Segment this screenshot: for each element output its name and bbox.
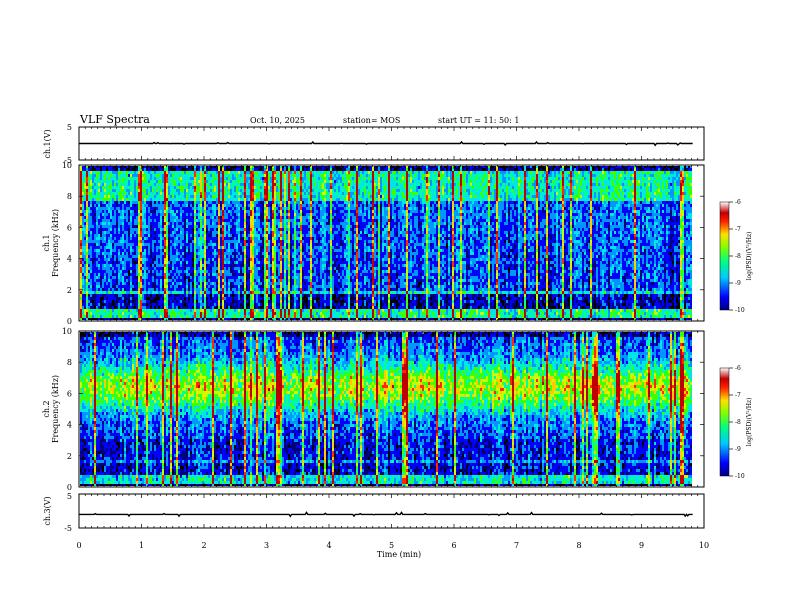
x-axis-label: Time (min) [377, 550, 421, 559]
ch1-colorbar-scale [719, 201, 730, 311]
ch2-colorbar-tick-label: -7 [735, 392, 741, 399]
ch3-waveform-panel: 5 -5 ch.3(V) [43, 492, 705, 533]
ch3-waveform-trace [79, 511, 693, 518]
x-tick-label: 6 [451, 541, 456, 550]
ch2-colorbar-tick-label: -8 [735, 419, 741, 426]
ch1-colorbar: -6 -7 -8 -9 -10 log(PSD)(V²/Hz) [719, 199, 753, 314]
ch1-waveform-ylabel: ch.1(V) [43, 129, 52, 158]
ch1-colorbar-tick-label: -7 [735, 226, 741, 233]
ch2-spectrogram-ytick-label: 6 [67, 389, 72, 398]
figure-title: VLF Spectra [79, 113, 150, 126]
ch3-waveform-ylabel: ch.3(V) [43, 496, 52, 525]
start-time-label: start UT = 11: 50: 1 [438, 116, 519, 125]
ch2-colorbar-tick-label: -9 [735, 446, 741, 453]
ch2-spectrogram-ytick-label: 8 [67, 358, 72, 367]
ch2-spec-ylabel-frequency: Frequency (kHz) [51, 375, 60, 443]
x-tick-label: 7 [514, 541, 519, 550]
x-tick-label: 3 [264, 541, 269, 550]
ch1-spec-ylabel-frequency: Frequency (kHz) [51, 209, 60, 277]
x-tick-label: 9 [639, 541, 644, 550]
ch2-spectrogram-ytick-label: 2 [67, 452, 72, 461]
x-tick-label: 10 [699, 541, 709, 550]
x-tick-label: 1 [139, 541, 144, 550]
ch3-waveform-frame [78, 493, 705, 529]
ch1-colorbar-tick-label: -10 [735, 307, 745, 314]
ch3-ytick-bottom: -5 [64, 524, 72, 533]
ch1-spectrogram-ytick-label: 0 [67, 317, 72, 326]
ch2-colorbar-label: log(PSD)(V²/Hz) [746, 398, 753, 447]
ch2-colorbar-tick-label: -10 [735, 473, 745, 480]
ch1-spectrogram-ytick-label: 4 [67, 255, 72, 264]
x-tick-labels: 0 1 2 3 4 5 6 7 8 9 10 [76, 541, 709, 550]
ch1-spectrogram-ytick-label: 2 [67, 286, 72, 295]
date-label: Oct. 10, 2025 [250, 116, 305, 125]
ch1-colorbar-label: log(PSD)(V²/Hz) [746, 232, 753, 281]
x-tick-label: 8 [576, 541, 581, 550]
ch1-colorbar-tick-label: -6 [735, 199, 741, 206]
ch1-waveform-trace [79, 140, 693, 147]
x-tick-label: 0 [76, 541, 81, 550]
ch1-spectrogram-image [80, 166, 692, 320]
x-tick-label: 2 [201, 541, 206, 550]
ch2-spec-ylabel-channel: ch.2 [42, 400, 51, 417]
ch1-waveform-panel: 5 -5 ch.1(V) [43, 123, 705, 165]
x-tick-label: 5 [389, 541, 394, 550]
ch1-spectrogram-ytick-label: 10 [62, 161, 72, 170]
ch1-colorbar-tick-label: -9 [735, 280, 741, 287]
ch2-colorbar-tick-label: -6 [735, 365, 741, 372]
ch2-spectrogram-image [80, 332, 692, 486]
ch1-spectrogram-panel: 0 2 4 6 8 10 ch.1 Frequency (kHz) [42, 161, 705, 326]
station-label: station= MOS [343, 116, 400, 125]
ch3-ytick-top: 5 [67, 492, 72, 501]
ch1-spectrogram-ytick-label: 6 [67, 223, 72, 232]
ch2-spectrogram-ytick-label: 4 [67, 421, 72, 430]
ch1-ytick-top: 5 [67, 123, 72, 132]
ch1-colorbar-tick-label: -8 [735, 253, 741, 260]
ch1-spec-ylabel-channel: ch.1 [42, 234, 51, 251]
ch2-spectrogram-ytick-label: 0 [67, 483, 72, 492]
ch1-spectrogram-ytick-label: 8 [67, 192, 72, 201]
ch2-colorbar-scale [719, 367, 730, 477]
ch2-spectrogram-ytick-label: 10 [62, 327, 72, 336]
ch2-spectrogram-panel: 0 2 4 6 8 10 ch.2 Frequency (kHz) [42, 327, 705, 492]
ch2-colorbar: -6 -7 -8 -9 -10 log(PSD)(V²/Hz) [719, 365, 753, 480]
ch1-ytick-bottom: -5 [64, 156, 72, 165]
x-tick-label: 4 [326, 541, 331, 550]
